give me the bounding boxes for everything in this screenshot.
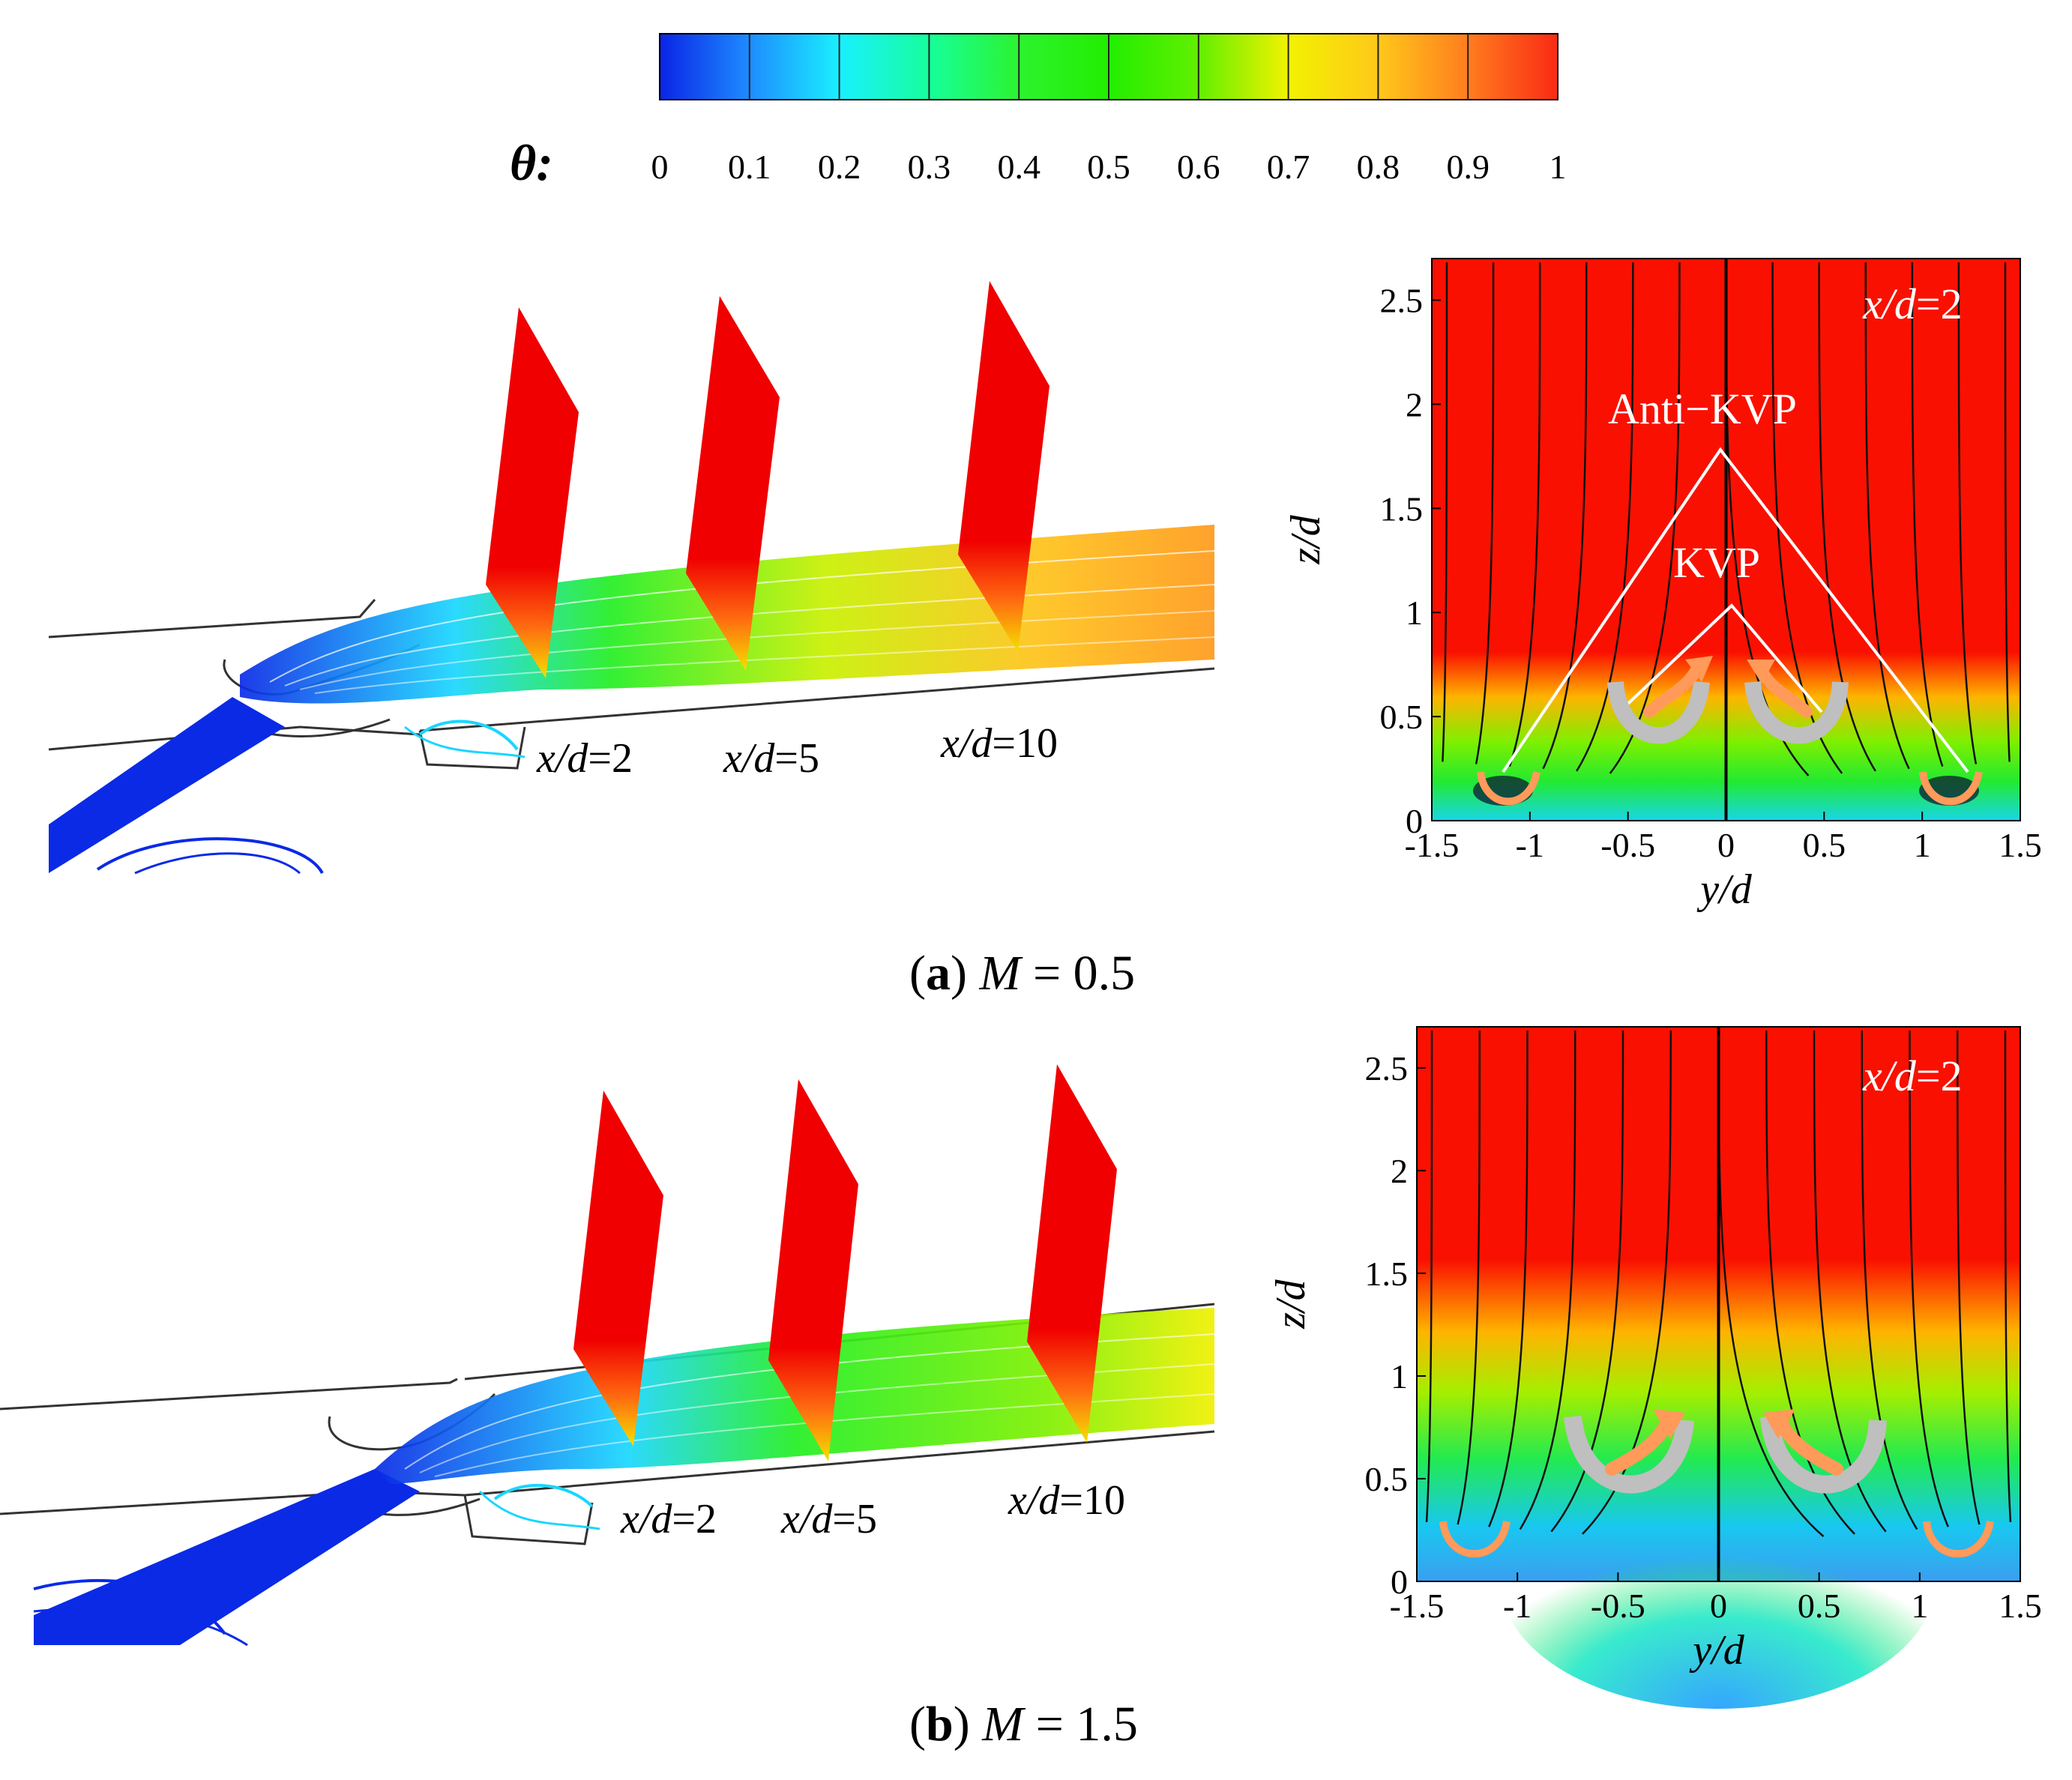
colorbar-symbol: θ: (510, 134, 553, 191)
colorbar: θ: 0 0.1 0.2 0.3 0.4 0.5 0.6 0.7 0.8 0.9 1 (510, 33, 1567, 191)
streamline (2004, 1030, 2012, 1522)
x-tick-label: 0 (1710, 1587, 1727, 1625)
contour-b-slice-label: x/d=2 (1862, 1052, 1963, 1100)
y-tick-label: 1.5 (1380, 489, 1424, 528)
x-tick-label: 1.5 (1999, 1587, 2042, 1625)
plane-b-x-d-10 (1027, 1064, 1117, 1443)
colorbar-tick-label: 0 (651, 148, 669, 186)
streamline (1425, 1030, 1433, 1522)
panel-b-contour: x/d=2 -1.5 -1 -0.5 0 0.5 1 1.5 0 0.5 1 1.5 2 2.5 y/d z… (1268, 1026, 2042, 1709)
vortex-arrows-b (1439, 1409, 1994, 1558)
plane-b-label-2: x/d=2 (620, 1496, 717, 1542)
streamline (1813, 1030, 1887, 1533)
streamline (1519, 1030, 1576, 1530)
x-axis-label: y/d (1696, 866, 1752, 913)
streamline (2004, 262, 2011, 762)
colorbar-tick-label: 0.3 (908, 148, 951, 186)
plane-x-d-10 (958, 281, 1049, 652)
plane-label-2: x/d=2 (536, 735, 633, 782)
plane-b-label-5: x/d=5 (780, 1496, 877, 1542)
streamline (1442, 262, 1448, 762)
colorbar-ticks: 0 0.1 0.2 0.3 0.4 0.5 0.6 0.7 0.8 0.9 1 (651, 148, 1567, 186)
panel-b-3d-view: x/d=2 x/d=5 x/d=10 (0, 1064, 1215, 1647)
annotation-lines-a (1502, 447, 1969, 773)
plane-b-label-10: x/d=10 (1008, 1477, 1125, 1524)
x-tick-label: 1 (1914, 826, 1931, 864)
plane-b-x-d-2 (573, 1090, 663, 1446)
x-tick-label: -1.5 (1390, 1587, 1445, 1625)
plane-b-x-d-5 (768, 1079, 858, 1461)
plane-x-d-2 (486, 307, 579, 678)
x-tick-label: -0.5 (1591, 1587, 1645, 1625)
x-tick-label: 0.5 (1798, 1587, 1841, 1625)
colorbar-tick-label: 0.6 (1177, 148, 1220, 186)
y-tick-label: 0.5 (1380, 698, 1424, 736)
streamline (1488, 1030, 1529, 1527)
y-axis-label: z/d (1283, 514, 1329, 564)
y-tick-label: 1.5 (1365, 1255, 1409, 1293)
x-tick-label: -1 (1516, 826, 1544, 864)
colorbar-tick-label: 0.8 (1357, 148, 1400, 186)
y-tick-label: 2 (1406, 385, 1423, 423)
x-tick-label: 0 (1717, 826, 1735, 864)
caption-b: (b) M = 1.5 (909, 1697, 1138, 1752)
streamline (1475, 262, 1495, 764)
contour-a-slice-label: x/d=2 (1862, 280, 1963, 328)
streamline (1909, 1030, 1949, 1527)
colorbar-tick-label: 0.4 (997, 148, 1040, 186)
streamline (1457, 1030, 1481, 1525)
colorbar-dividers (748, 34, 1469, 100)
colorbar-tick-label: 0.5 (1087, 148, 1130, 186)
y-tick-label: 2.5 (1365, 1049, 1409, 1087)
x-tick-label: 1 (1911, 1587, 1928, 1625)
streamline (1957, 262, 1978, 764)
y-tick-label: 2 (1391, 1152, 1408, 1190)
annotation-kvp: KVP (1673, 538, 1760, 587)
x-tick-label: -1 (1503, 1587, 1532, 1625)
coolant-jet-b (34, 1469, 420, 1645)
annotation-anti-kvp: Anti−KVP (1608, 384, 1797, 433)
colorbar-tick-label: 0.7 (1267, 148, 1310, 186)
plane-x-d-5 (686, 296, 780, 671)
y-axis-label: z/d (1268, 1279, 1314, 1329)
x-axis-label: y/d (1689, 1627, 1744, 1674)
contour-a-axes: -1.5 -1 -0.5 0 0.5 1 1.5 0 0.5 1 1.5 2 2.5 y/d z/d (1283, 258, 2042, 913)
streamline (1542, 262, 1588, 770)
x-tick-label: -0.5 (1600, 826, 1655, 864)
streamline (1576, 262, 1634, 772)
y-tick-label: 0 (1406, 802, 1423, 840)
contour-b-streamlines (1425, 1027, 2012, 1581)
y-tick-label: 1 (1406, 594, 1423, 632)
y-tick-label: 1 (1391, 1357, 1408, 1396)
plane-label-5: x/d=5 (723, 735, 819, 782)
vortex-arrows-a (1477, 656, 1983, 806)
streamline (1550, 1030, 1624, 1533)
streamline (1861, 1030, 1918, 1530)
y-tick-label: 0.5 (1365, 1460, 1409, 1498)
coolant-jet (49, 697, 285, 873)
panel-a-contour: x/d=2 Anti−KVP KVP -1.5 -1 -0.5 0 0.5 1 1.5 0 0.… (1283, 258, 2042, 913)
panel-a-3d-view: x/d=2 x/d=5 x/d=10 (48, 281, 1215, 875)
x-tick-label: 0.5 (1803, 826, 1846, 864)
streamline (1508, 262, 1541, 767)
colorbar-tick-label: 0.9 (1446, 148, 1490, 186)
caption-a: (a) M = 0.5 (909, 946, 1135, 1001)
x-tick-label: 1.5 (1999, 826, 2042, 864)
colorbar-tick-label: 1 (1550, 148, 1567, 186)
colorbar-tick-label: 0.2 (818, 148, 861, 186)
contour-b-axes: -1.5 -1 -0.5 0 0.5 1 1.5 0 0.5 1 1.5 2 2.5 y/d z/d (1268, 1026, 2042, 1674)
plane-label-10: x/d=10 (940, 720, 1058, 767)
y-tick-label: 2.5 (1380, 282, 1424, 320)
streamline (1818, 262, 1876, 772)
streamline (1957, 1030, 1981, 1525)
streamline (1864, 262, 1910, 770)
x-tick-label: -1.5 (1405, 826, 1460, 864)
y-tick-label: 0 (1391, 1563, 1408, 1601)
colorbar-tick-label: 0.1 (728, 148, 771, 186)
